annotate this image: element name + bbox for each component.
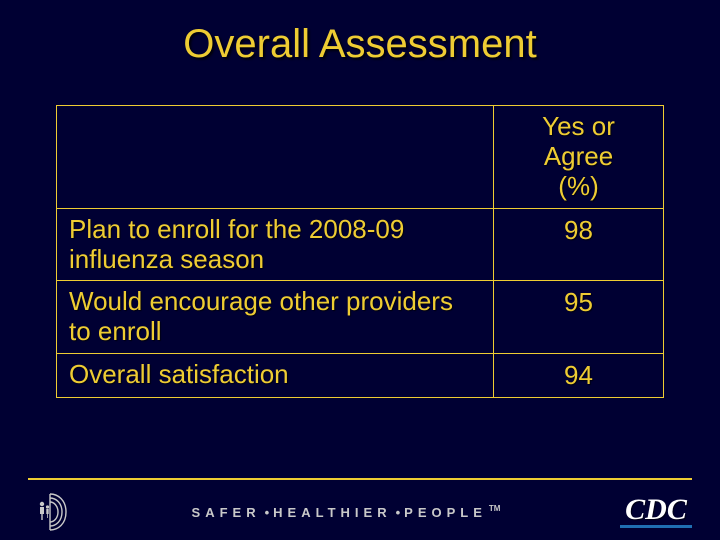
- trademark-icon: TM: [489, 504, 501, 513]
- table-header-blank: [57, 106, 494, 209]
- row-value: 95: [494, 281, 664, 354]
- header-line3: (%): [558, 171, 598, 201]
- table-wrapper: Yes or Agree (%) Plan to enroll for the …: [0, 105, 720, 398]
- table-header-agree: Yes or Agree (%): [494, 106, 664, 209]
- row-value: 98: [494, 208, 664, 281]
- cdc-logo: CDC: [620, 496, 692, 528]
- footer-tagline: SAFER•HEALTHIER•PEOPLETM: [192, 505, 501, 520]
- table-header-row: Yes or Agree (%): [57, 106, 664, 209]
- header-line2: Agree: [544, 141, 613, 171]
- row-value: 94: [494, 354, 664, 398]
- hhs-logo-icon: [28, 490, 72, 534]
- assessment-table: Yes or Agree (%) Plan to enroll for the …: [56, 105, 664, 398]
- cdc-logo-text: CDC: [625, 496, 687, 523]
- row-label: Plan to enroll for the 2008-09 influenza…: [57, 208, 494, 281]
- tagline-dot-icon: •: [396, 505, 401, 520]
- tagline-word-2: HEALTHIER: [273, 505, 391, 520]
- table-row: Plan to enroll for the 2008-09 influenza…: [57, 208, 664, 281]
- tagline-dot-icon: •: [265, 505, 270, 520]
- tagline-word-3: PEOPLE: [404, 505, 487, 520]
- footer-divider: [28, 478, 692, 480]
- slide-container: Overall Assessment Yes or Agree (%) Plan…: [0, 0, 720, 540]
- footer-content: SAFER•HEALTHIER•PEOPLETM CDC: [0, 486, 720, 538]
- header-line1: Yes or: [542, 111, 615, 141]
- cdc-logo-bar: [620, 525, 692, 528]
- slide-title: Overall Assessment: [0, 22, 720, 67]
- slide-footer: SAFER•HEALTHIER•PEOPLETM CDC: [0, 478, 720, 540]
- row-label: Would encourage other providers to enrol…: [57, 281, 494, 354]
- tagline-word-1: SAFER: [192, 505, 261, 520]
- row-label: Overall satisfaction: [57, 354, 494, 398]
- table-row: Overall satisfaction 94: [57, 354, 664, 398]
- table-row: Would encourage other providers to enrol…: [57, 281, 664, 354]
